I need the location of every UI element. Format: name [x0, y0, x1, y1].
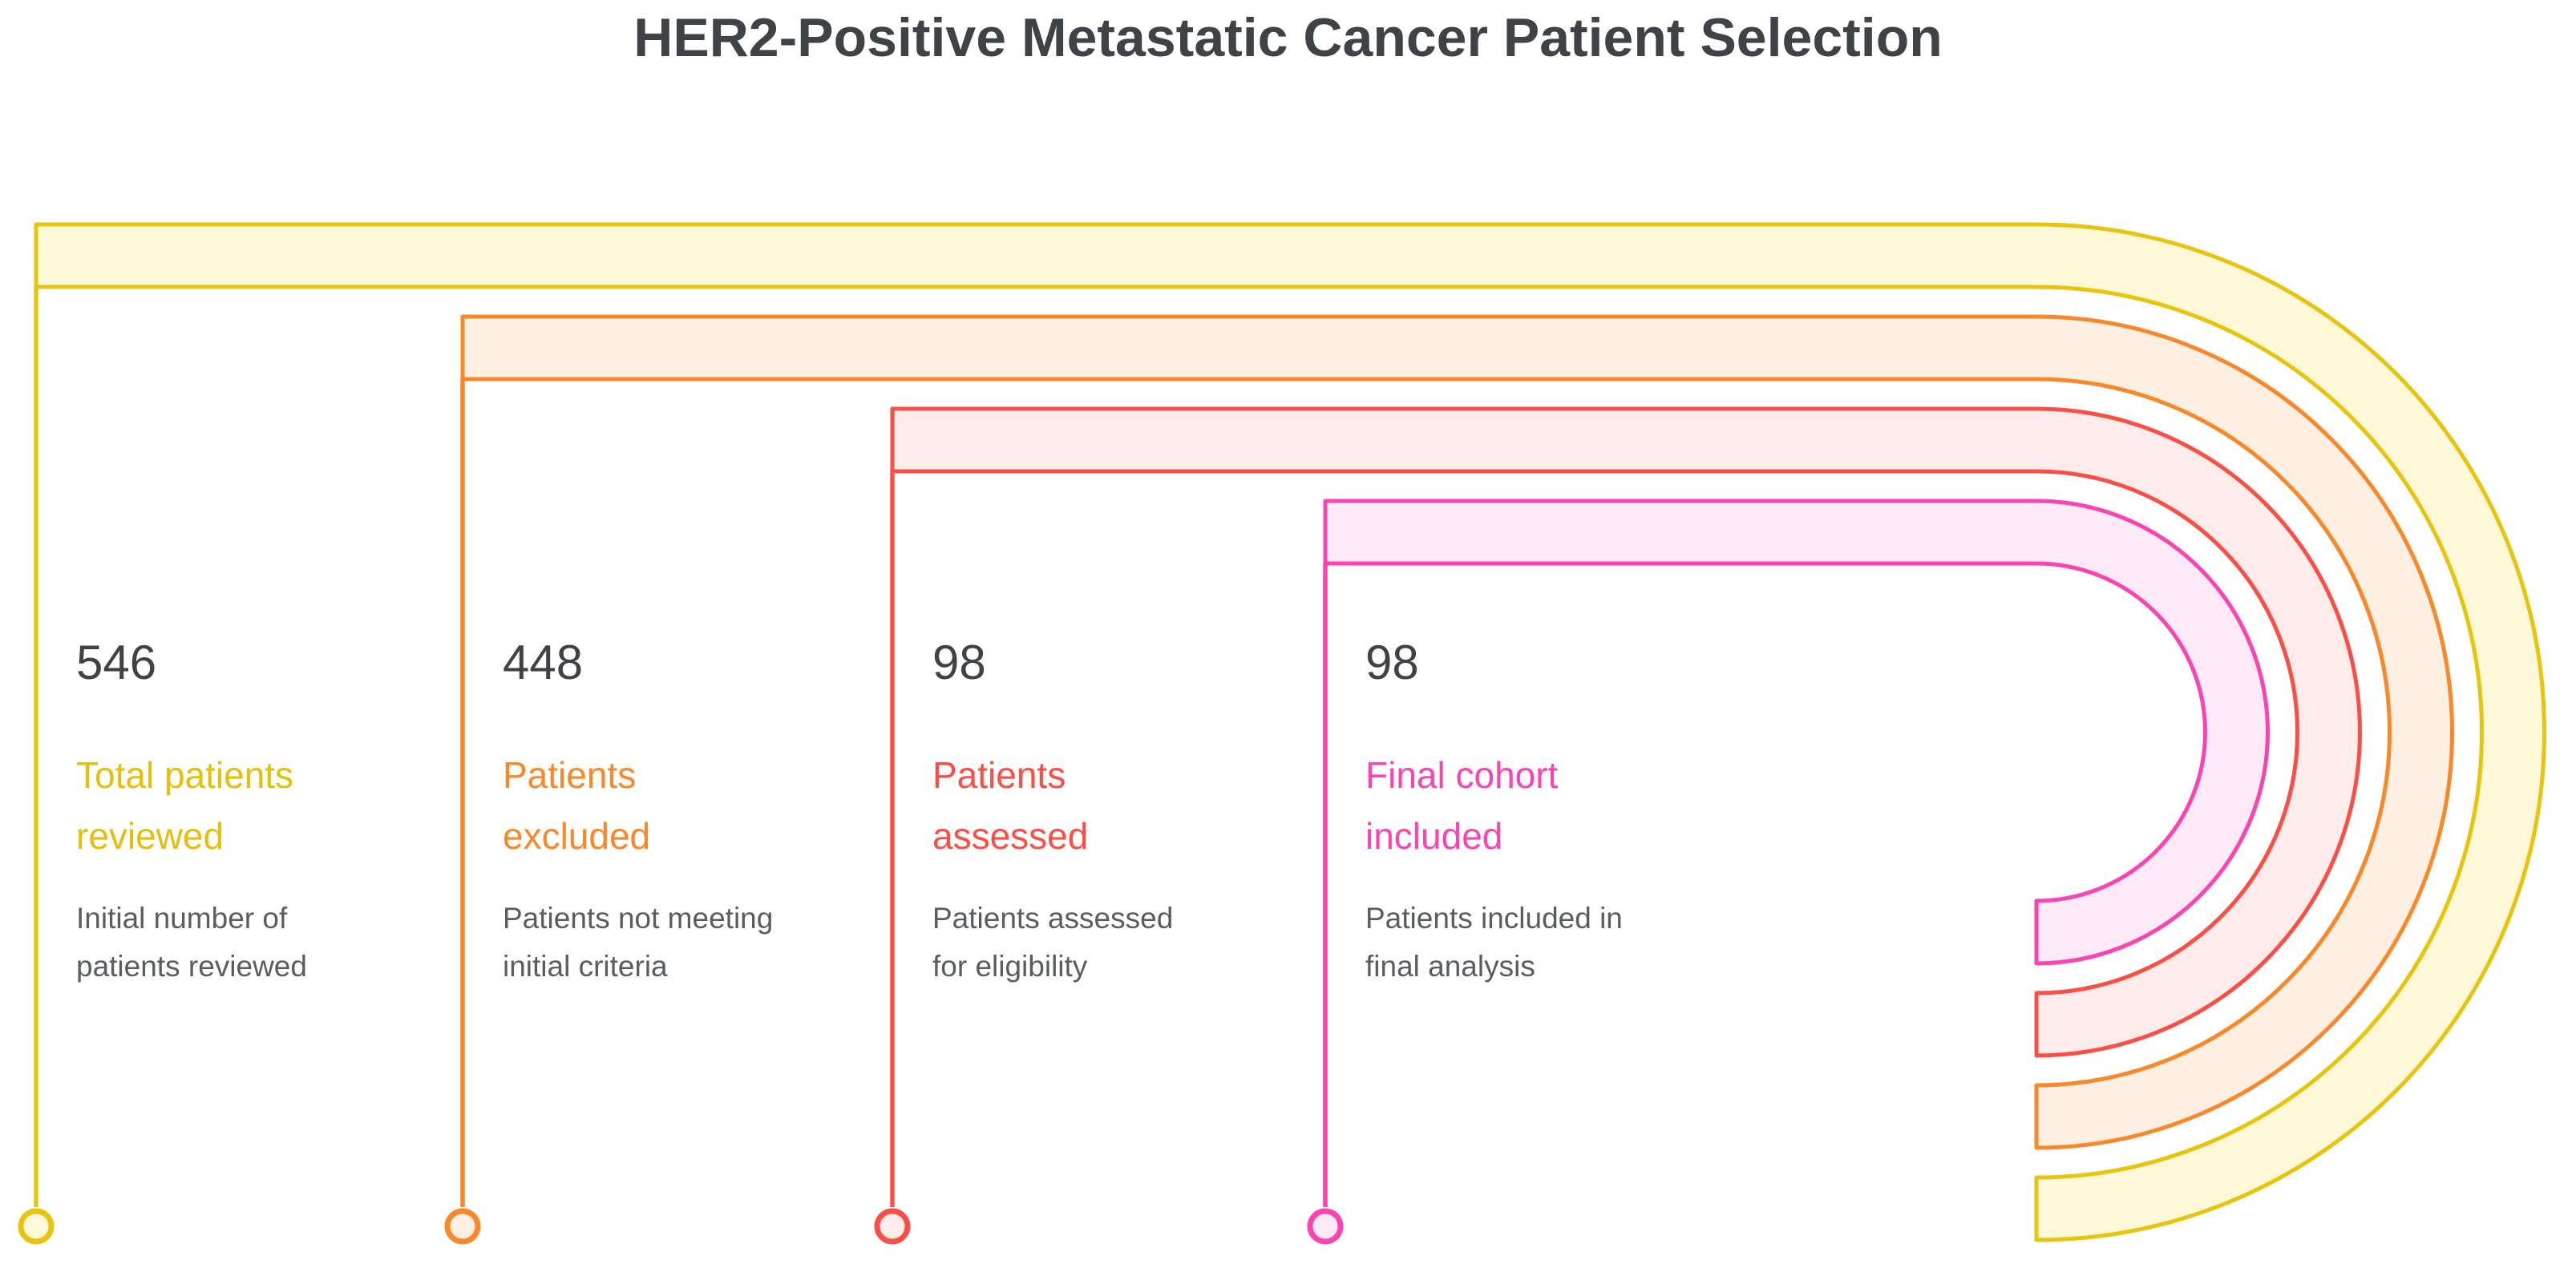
stage-band-group — [18, 222, 2546, 1245]
stage-label: Patients assessed — [932, 754, 1089, 857]
stage-band-group — [1307, 499, 2270, 1245]
stage-description: Patients not meeting initial criteria — [503, 902, 774, 983]
stage-label: Patients excluded — [503, 754, 651, 857]
page-title: HER2-Positive Metastatic Cancer Patient … — [633, 7, 1943, 68]
stage-description: Initial number of patients reviewed — [76, 902, 307, 983]
stage-value: 448 — [503, 636, 584, 689]
stage-label: Total patients reviewed — [76, 754, 294, 857]
funnel-band — [1323, 499, 2270, 966]
stage-column-total-reviewed: 546 Total patients reviewed Initial numb… — [76, 635, 493, 983]
stage-description: Patients included in final analysis — [1365, 902, 1623, 983]
stage-terminal-dot — [18, 1208, 55, 1245]
stage-value: 98 — [1365, 636, 1419, 689]
stage-column-assessed: 98 Patients assessed Patients assessed f… — [932, 635, 1349, 983]
stage-description: Patients assessed for eligibility — [932, 902, 1174, 983]
stage-terminal-dot — [444, 1208, 481, 1245]
stage-label: Final cohort included — [1365, 754, 1559, 857]
stage-band-group — [444, 314, 2454, 1245]
stage-value: 98 — [932, 636, 986, 689]
funnel-band — [34, 222, 2546, 1242]
stage-column-excluded: 448 Patients excluded Patients not meeti… — [503, 635, 920, 983]
stage-value: 546 — [76, 636, 157, 689]
stage-terminal-dot — [874, 1208, 911, 1245]
stage-column-final-cohort: 98 Final cohort included Patients includ… — [1365, 635, 1782, 983]
stage-terminal-dot — [1307, 1208, 1344, 1245]
funnel-band — [460, 314, 2454, 1150]
stage-band-group — [874, 406, 2362, 1245]
funnel-band — [890, 406, 2362, 1058]
